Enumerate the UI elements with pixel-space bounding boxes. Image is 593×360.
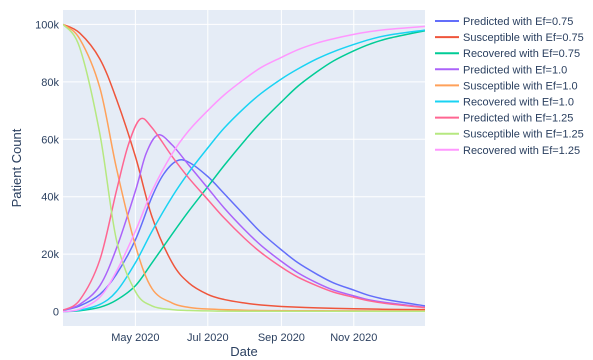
legend-label: Recovered with Ef=1.0 (463, 97, 574, 109)
y-tick-label: 80k (41, 77, 59, 89)
legend-item-recovered-with-ef-1-0[interactable]: Recovered with Ef=1.0 (435, 97, 574, 109)
y-tick-label: 40k (41, 192, 59, 204)
y-tick-label: 20k (41, 249, 59, 261)
series-line-recovered-with-ef-0-75 (63, 29, 425, 313)
y-tick-label: 60k (41, 134, 59, 146)
y-tick-label: 0 (53, 307, 59, 319)
legend-label: Susceptible with Ef=0.75 (463, 32, 584, 44)
legend-item-predicted-with-ef-1-0[interactable]: Predicted with Ef=1.0 (435, 64, 567, 76)
x-tick-label: May 2020 (111, 332, 159, 344)
plot-area (63, 10, 425, 326)
y-axis-title: Patient Count (9, 128, 24, 207)
legend-item-susceptible-with-ef-1-25[interactable]: Susceptible with Ef=1.25 (435, 129, 584, 141)
series-line-susceptible-with-ef-1-25 (63, 23, 425, 313)
y-tick-label: 100k (35, 19, 59, 31)
series-lines (63, 23, 425, 313)
series-line-recovered-with-ef-1-0 (63, 29, 425, 313)
x-axis-ticks: May 2020 Jul 2020 Sep 2020 Nov 2020 (111, 332, 377, 344)
legend-label: Predicted with Ef=0.75 (463, 16, 573, 28)
legend-item-susceptible-with-ef-1-0[interactable]: Susceptible with Ef=1.0 (435, 80, 578, 92)
y-axis-ticks: 0 20k 40k 60k 80k 100k (35, 19, 59, 318)
series-line-predicted-with-ef-0-75 (63, 158, 425, 311)
legend-label: Predicted with Ef=1.0 (463, 64, 567, 76)
x-tick-label: Jul 2020 (187, 332, 229, 344)
x-axis-title: Date (230, 344, 257, 359)
series-line-recovered-with-ef-1-25 (63, 25, 425, 313)
legend-item-predicted-with-ef-0-75[interactable]: Predicted with Ef=0.75 (435, 16, 573, 28)
x-tick-label: Sep 2020 (258, 332, 305, 344)
series-line-predicted-with-ef-1-0 (63, 134, 425, 311)
series-line-predicted-with-ef-1-25 (63, 117, 425, 311)
legend-label: Susceptible with Ef=1.25 (463, 129, 584, 141)
legend-label: Predicted with Ef=1.25 (463, 113, 573, 125)
legend-item-recovered-with-ef-1-25[interactable]: Recovered with Ef=1.25 (435, 145, 580, 157)
legend-label: Recovered with Ef=0.75 (463, 48, 580, 60)
legend-item-susceptible-with-ef-0-75[interactable]: Susceptible with Ef=0.75 (435, 32, 584, 44)
legend-item-predicted-with-ef-1-25[interactable]: Predicted with Ef=1.25 (435, 113, 573, 125)
series-line-susceptible-with-ef-0-75 (63, 23, 425, 311)
legend-item-recovered-with-ef-0-75[interactable]: Recovered with Ef=0.75 (435, 48, 580, 60)
legend[interactable]: Predicted with Ef=0.75 Susceptible with E… (435, 16, 584, 157)
legend-label: Susceptible with Ef=1.0 (463, 80, 578, 92)
x-tick-label: Nov 2020 (330, 332, 377, 344)
legend-label: Recovered with Ef=1.25 (463, 145, 580, 157)
